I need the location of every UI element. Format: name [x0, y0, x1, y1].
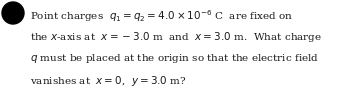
- Text: Point charges  $q_1 = q_2 = 4.0\times 10^{-6}$ C  are fixed on: Point charges $q_1 = q_2 = 4.0\times 10^…: [30, 8, 293, 24]
- Text: the $x$-axis at  $x = -3.0$ m  and  $x = 3.0$ m.  What charge: the $x$-axis at $x = -3.0$ m and $x = 3.…: [30, 30, 322, 44]
- Text: vanishes at  $x = 0$,  $y = 3.0$ m?: vanishes at $x = 0$, $y = 3.0$ m?: [30, 74, 187, 88]
- Text: $q$ must be placed at the origin so that the electric field: $q$ must be placed at the origin so that…: [30, 52, 319, 65]
- Circle shape: [2, 2, 24, 24]
